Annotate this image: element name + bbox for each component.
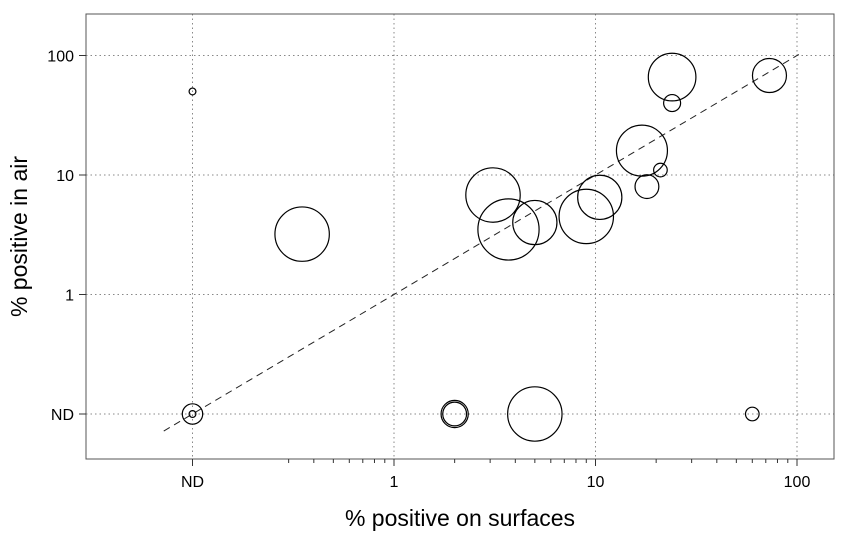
y-tick-label: 1 xyxy=(65,288,74,305)
data-point xyxy=(663,93,682,113)
data-point xyxy=(615,124,669,177)
x-tick-label: 1 xyxy=(390,474,399,491)
data-point xyxy=(188,410,197,419)
identity-reference-line xyxy=(163,54,799,432)
data-point xyxy=(558,188,615,245)
data-point xyxy=(465,167,521,223)
x-axis-title: % positive on surfaces xyxy=(345,505,575,531)
data-point xyxy=(512,199,558,246)
axis-ticks: ND 1 10 100 ND 1 10 100 xyxy=(47,49,810,492)
data-point xyxy=(634,174,660,200)
data-point xyxy=(647,52,697,102)
data-point xyxy=(274,206,330,262)
data-point xyxy=(188,87,197,96)
data-point xyxy=(507,386,563,442)
plot-frame xyxy=(85,13,835,460)
data-point xyxy=(442,401,468,427)
y-axis-title: % positive in air xyxy=(6,156,32,317)
data-point xyxy=(751,57,788,94)
reference-line-layer xyxy=(163,54,799,432)
data-point xyxy=(577,174,623,221)
grid-lines xyxy=(86,14,834,459)
y-tick-label: 10 xyxy=(56,168,74,185)
y-tick-label: ND xyxy=(51,407,74,424)
x-tick-label: 100 xyxy=(784,474,811,491)
data-point xyxy=(653,162,668,178)
data-points xyxy=(181,52,788,442)
x-tick-label: 10 xyxy=(587,474,605,491)
x-tick-label: ND xyxy=(181,474,204,491)
data-point xyxy=(477,198,540,261)
data-point xyxy=(440,399,469,429)
y-tick-label: 100 xyxy=(47,49,74,66)
data-point xyxy=(181,403,204,425)
data-point xyxy=(744,406,760,422)
